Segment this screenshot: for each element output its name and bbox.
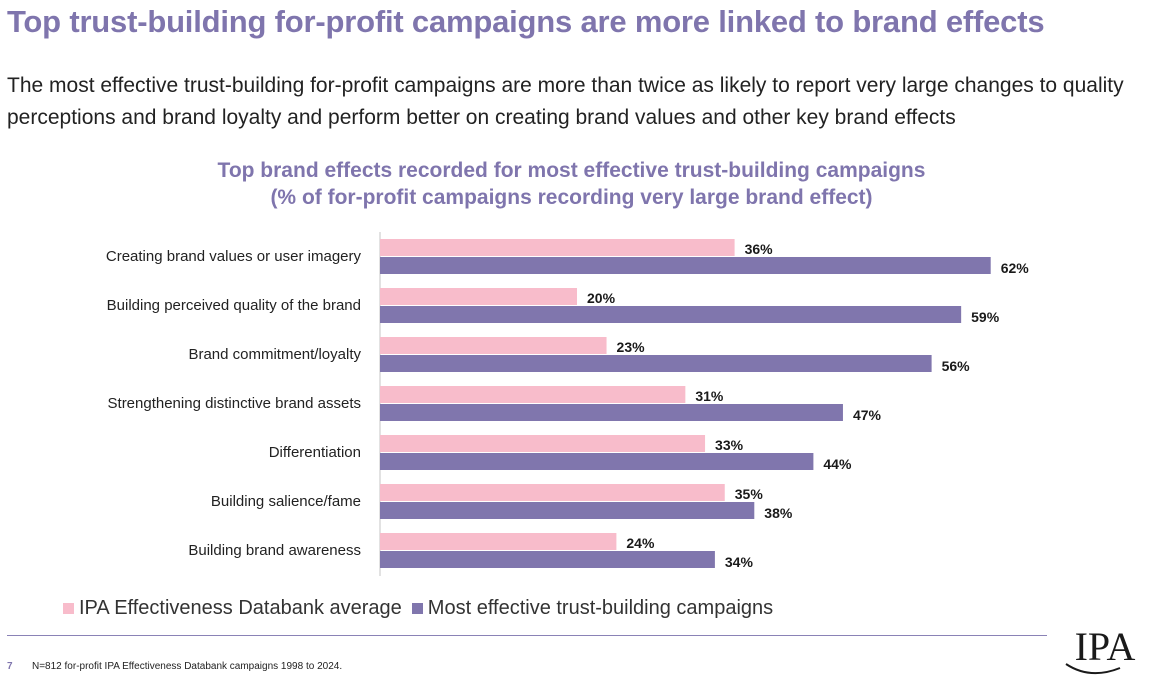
bar-trust [380, 306, 962, 323]
legend-item-average: IPA Effectiveness Databank average [63, 597, 402, 620]
bar-average [380, 386, 686, 403]
footer-divider [7, 635, 1047, 636]
chart-title: Top brand effects recorded for most effe… [217, 159, 926, 182]
bar-trust [380, 257, 991, 274]
category-label: Differentiation [269, 444, 361, 461]
bar-trust [380, 404, 843, 421]
bar-trust [380, 453, 814, 470]
slide-title: Top trust-building for-profit campaigns … [7, 4, 1045, 39]
bar-average [380, 435, 706, 452]
data-label-average: 31% [695, 388, 724, 404]
legend-item-trust: Most effective trust-building campaigns [411, 597, 774, 620]
data-label-trust: 44% [823, 456, 852, 472]
category-label: Building salience/fame [211, 493, 361, 510]
data-label-average: 24% [626, 535, 655, 551]
data-label-trust: 47% [853, 407, 882, 423]
category-label: Building brand awareness [188, 542, 361, 559]
bar-average [380, 288, 577, 305]
logo-text: IPA [1075, 624, 1136, 669]
bar-average [380, 533, 617, 550]
category-label: Building perceived quality of the brand [107, 297, 361, 314]
data-label-average: 33% [715, 437, 744, 453]
data-label-trust: 62% [1001, 260, 1030, 276]
page-number: 7 [7, 661, 13, 672]
legend-swatch-trust [411, 603, 423, 614]
bar-average [380, 337, 607, 354]
bar-trust [380, 355, 932, 372]
footnote: N=812 for-profit IPA Effectiveness Datab… [32, 661, 343, 672]
data-label-average: 23% [617, 339, 646, 355]
bar-average [380, 239, 735, 256]
chart-legend: IPA Effectiveness Databank average Most … [63, 597, 783, 620]
data-label-trust: 56% [942, 358, 971, 374]
legend-swatch-average [63, 603, 74, 614]
data-label-average: 20% [587, 290, 616, 306]
legend-label-trust: Most effective trust-building campaigns [427, 597, 774, 619]
legend-label-average: IPA Effectiveness Databank average [79, 597, 402, 619]
data-label-trust: 59% [971, 309, 1000, 325]
logo-swoosh [1065, 663, 1121, 675]
slide-subtitle: The most effective trust-building for-pr… [7, 74, 1124, 129]
category-label: Creating brand values or user imagery [106, 248, 362, 265]
data-label-average: 36% [745, 241, 774, 257]
bar-chart: Creating brand values or user imagery 36%… [106, 232, 1030, 576]
ipa-logo: IPA [1065, 624, 1136, 675]
chart-subtitle: (% of for-profit campaigns recording ver… [270, 186, 873, 209]
bar-average [380, 484, 725, 501]
bar-trust [380, 551, 715, 568]
data-label-trust: 34% [725, 554, 754, 570]
category-label: Brand commitment/loyalty [188, 346, 361, 363]
data-label-trust: 38% [764, 505, 793, 521]
data-label-average: 35% [735, 486, 764, 502]
bar-trust [380, 502, 755, 519]
category-label: Strengthening distinctive brand assets [108, 395, 361, 412]
